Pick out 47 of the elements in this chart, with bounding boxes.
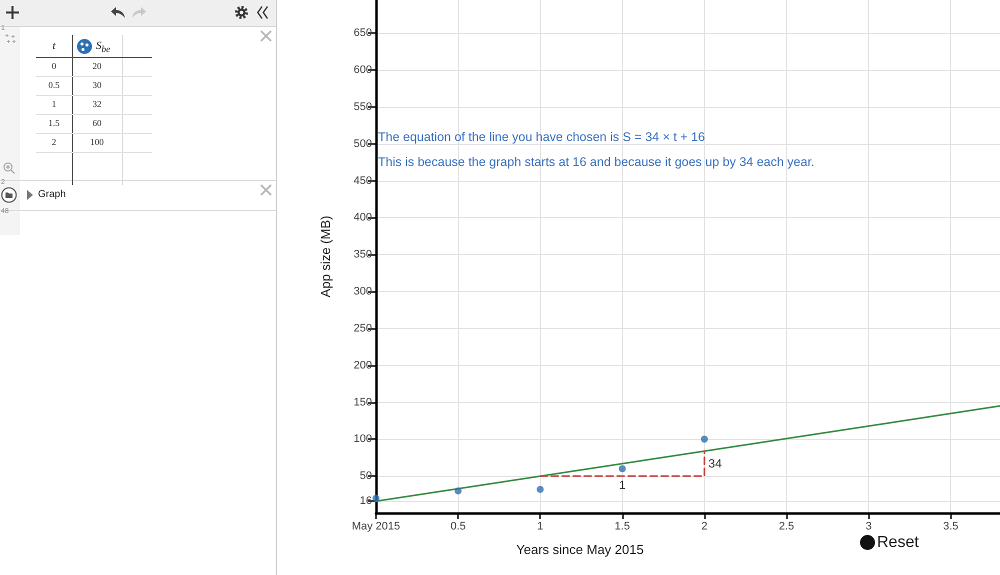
annotation: 34 — [708, 456, 722, 471]
x-tick-label: 2 — [701, 520, 708, 532]
text: t — [51, 39, 57, 53]
text: 100 — [89, 137, 105, 148]
text: 0 — [50, 61, 58, 72]
y-tick-label: 250 — [354, 322, 372, 334]
x-tick-label: 0.5 — [450, 520, 466, 532]
annotation: This is because the graph starts at 16 and because it goes up by 34 each year. — [378, 155, 814, 169]
y-tick-label: 100 — [354, 433, 372, 446]
text: 20 — [92, 61, 102, 72]
annotation: 1 — [618, 478, 626, 492]
y-tick-label: 350 — [354, 248, 372, 261]
text: 2 — [50, 137, 58, 148]
x-tick-label: 2.5 — [778, 520, 794, 532]
text: 1 — [50, 99, 58, 110]
x-tick-label: 1.5 — [614, 520, 630, 532]
annotation: The equation of the line you have chosen is S = 34 × t + 16 — [378, 130, 706, 144]
text: 30 — [92, 80, 102, 91]
text: 32 — [92, 99, 102, 110]
x-tick-label: 3.5 — [943, 520, 958, 532]
x-tick-label: May 2015 — [352, 520, 400, 532]
point — [454, 487, 462, 494]
y-tick-label: 400 — [354, 212, 372, 224]
x-tick-label: 1 — [537, 520, 544, 532]
y-axis-title: App size (MB) — [318, 216, 333, 298]
text: 60 — [92, 118, 102, 129]
y-tick-label: 200 — [354, 359, 372, 372]
y-tick-label: 500 — [354, 138, 372, 150]
text: 1.5 — [47, 118, 61, 129]
text: Graph — [38, 189, 66, 201]
y-tick-label: 550 — [354, 101, 372, 114]
y-tick-label: 450 — [354, 174, 372, 187]
point — [372, 494, 380, 502]
y-tick-label: 150 — [354, 396, 372, 408]
y-tick-label: 650 — [354, 27, 372, 40]
text: 0.5 — [47, 80, 61, 91]
y-tick-label: 16 — [360, 495, 372, 508]
text: S$_{be}$ — [96, 39, 110, 56]
text: Reset — [877, 534, 919, 552]
x-axis-title: Years since May 2015 — [516, 542, 644, 557]
point — [700, 436, 708, 443]
point — [536, 486, 544, 493]
y-tick-label: 600 — [354, 64, 372, 76]
point — [618, 465, 626, 472]
y-tick-label: 50 — [360, 470, 372, 482]
x-tick-label: 3 — [866, 520, 872, 532]
y-tick-label: 300 — [354, 286, 372, 298]
